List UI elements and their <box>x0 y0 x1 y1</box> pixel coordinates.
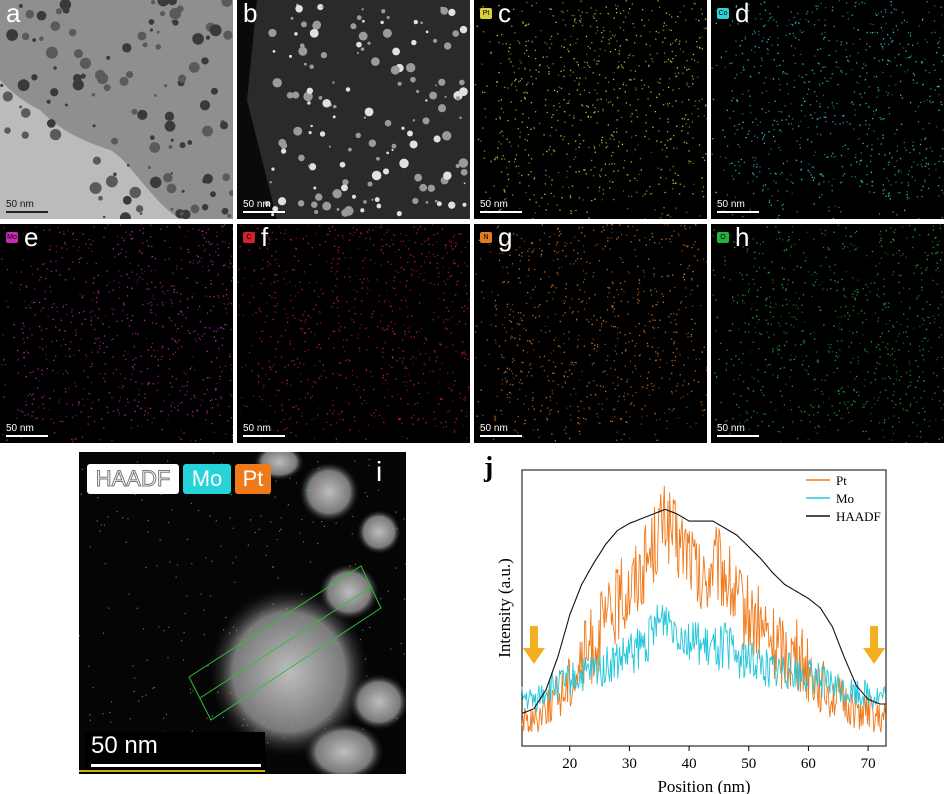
series-line-mo <box>521 604 886 713</box>
scale-bar-line-c <box>480 211 522 213</box>
eds-map-c <box>237 224 470 443</box>
x-tick-label: 40 <box>682 756 697 772</box>
element-tag-n: N <box>480 232 492 243</box>
panel-letter-e: e <box>24 224 39 252</box>
element-tag-pt: Pt <box>480 8 492 19</box>
plot-frame <box>521 469 887 747</box>
scale-bar-line-b <box>243 211 285 213</box>
panel-d: Co d 50 nm <box>711 0 944 219</box>
scale-label-a: 50 nm <box>6 199 34 210</box>
tem-image <box>0 0 233 219</box>
x-tick-label: 20 <box>562 756 577 772</box>
panel-letter-g: g <box>498 224 513 252</box>
panel-letter-f: f <box>261 224 269 252</box>
scale-bar-line-e <box>6 435 48 437</box>
panel-letter-j: j <box>484 452 494 483</box>
legend-mo: Mo <box>183 464 231 494</box>
x-axis-label: Position (nm) <box>657 777 750 794</box>
panel-letter-d: d <box>735 0 750 28</box>
scale-bar-i: 50 nm <box>85 732 265 774</box>
scale-bar-line-d <box>717 211 759 213</box>
scale-bar-g: 50 nm <box>480 423 522 437</box>
x-tick-label: 30 <box>622 756 637 772</box>
scale-label-f: 50 nm <box>243 423 271 434</box>
panel-b: b 50 nm <box>237 0 470 219</box>
scale-label-c: 50 nm <box>480 199 508 210</box>
arrow-shaft-left <box>529 626 538 648</box>
eds-map-pt <box>474 0 707 219</box>
scale-label-i: 50 nm <box>91 732 158 759</box>
scale-label-d: 50 nm <box>717 199 745 210</box>
panel-i: HAADF Mo Pt i 50 nm <box>79 452 406 774</box>
panel-letter-c: c <box>498 0 511 28</box>
legend-label-mo: Mo <box>836 491 854 506</box>
x-tick-label: 50 <box>741 756 756 772</box>
scale-bar-e: 50 nm <box>6 423 48 437</box>
series-line-haadf <box>521 508 886 714</box>
legend-haadf: HAADF <box>87 464 179 494</box>
arrow-shaft-right <box>870 626 879 648</box>
legend-label-pt: Pt <box>836 473 847 488</box>
panel-letter-b: b <box>243 0 258 28</box>
x-tick-label: 60 <box>801 756 816 772</box>
element-tag-o: O <box>717 232 729 243</box>
scale-bar-line-h <box>717 435 759 437</box>
scale-label-h: 50 nm <box>717 423 745 434</box>
y-axis-label: Intensity (a.u.) <box>495 558 514 658</box>
panel-letter-i: i <box>376 456 383 487</box>
x-tick-label: 70 <box>861 756 876 772</box>
element-tag-mo: Mo <box>6 232 18 243</box>
haadf-mo-pt-overlay-image <box>79 452 406 774</box>
series-line-pt <box>521 485 886 733</box>
line-profile-chart: 20 30 40 50 60 70 Position (nm) Intensity (a.u.… <box>495 469 887 794</box>
scale-bar-line-g <box>480 435 522 437</box>
panel-letter-a: a <box>6 0 21 28</box>
legend-pt: Pt <box>235 464 271 494</box>
scale-bar-d: 50 nm <box>717 199 759 213</box>
legend-label-haadf: HAADF <box>836 509 881 524</box>
element-tag-co: Co <box>717 8 729 19</box>
element-tag-c: C <box>243 232 255 243</box>
panel-j: j 20 30 40 50 60 70 Position (nm) Intensity (a.… <box>480 450 900 794</box>
scale-bar-f: 50 nm <box>243 423 285 437</box>
eds-map-o <box>712 224 944 443</box>
eds-map-co <box>711 0 944 219</box>
scale-bar-line-f <box>243 435 285 437</box>
panel-letter-h: h <box>735 224 750 252</box>
scale-label-b: 50 nm <box>243 199 271 210</box>
eds-map-n <box>474 224 707 442</box>
down-arrow-right-icon <box>863 648 886 664</box>
eds-map-mo <box>1 224 233 443</box>
scale-label-e: 50 nm <box>6 423 34 434</box>
scale-bar-line-i <box>91 764 261 767</box>
scale-bar-a: 50 nm <box>6 199 48 213</box>
scale-bar-b: 50 nm <box>243 199 285 213</box>
scale-bar-line-a <box>6 211 48 213</box>
panel-a: a 50 nm <box>0 0 233 219</box>
down-arrow-left-icon <box>522 648 545 664</box>
haadf-image <box>247 0 470 219</box>
scale-bar-c: 50 nm <box>480 199 522 213</box>
scale-label-g: 50 nm <box>480 423 508 434</box>
panel-c: Pt c 50 nm <box>474 0 707 219</box>
panel-e: Mo e 50 nm <box>0 224 233 443</box>
scale-bar-h: 50 nm <box>717 423 759 437</box>
